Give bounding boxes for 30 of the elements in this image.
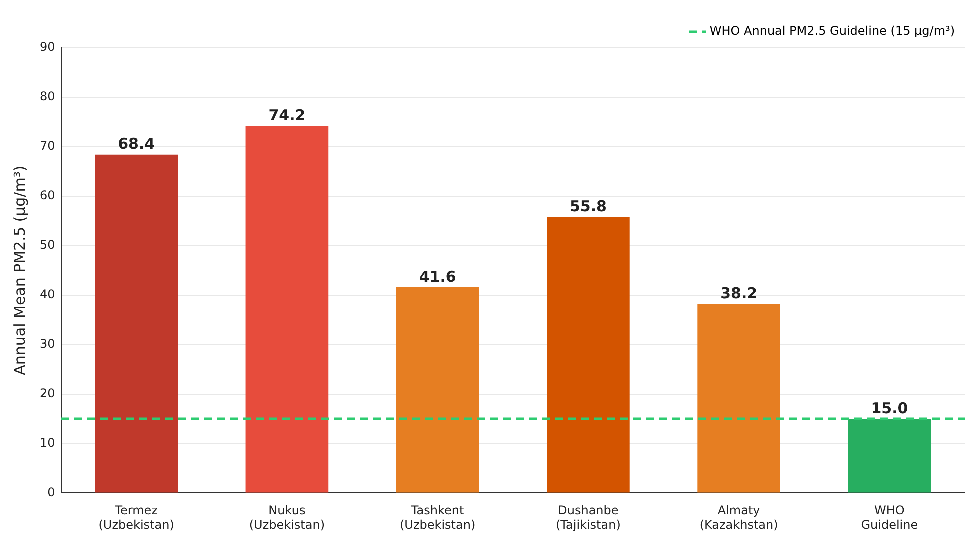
y-tick-label: 30 bbox=[40, 336, 56, 351]
data-label: 38.2 bbox=[720, 284, 758, 303]
x-tick-label: Nukus (Uzbekistan) bbox=[249, 504, 326, 532]
x-tick-label: Dushanbe (Tajikistan) bbox=[556, 504, 621, 532]
y-tick-label: 20 bbox=[40, 386, 56, 400]
x-tick-label: Tashkent (Uzbekistan) bbox=[400, 504, 476, 532]
bar bbox=[246, 126, 329, 493]
x-tick-label: Termez (Uzbekistan) bbox=[98, 504, 174, 532]
data-label: 15.0 bbox=[871, 399, 908, 418]
y-axis-title: Annual Mean PM2.5 (µg/m³) bbox=[10, 166, 29, 376]
y-tick-label: 90 bbox=[40, 40, 56, 54]
y-tick-label: 50 bbox=[40, 238, 56, 252]
legend-label: WHO Annual PM2.5 Guideline (15 µg/m³) bbox=[710, 24, 956, 38]
data-label: 41.6 bbox=[419, 268, 456, 286]
y-tick-label: 70 bbox=[40, 139, 56, 154]
y-tick-label: 0 bbox=[48, 485, 56, 500]
y-tick-label: 40 bbox=[40, 287, 56, 302]
bar bbox=[95, 154, 178, 493]
y-tick-label: 10 bbox=[40, 436, 56, 450]
y-tick-label: 80 bbox=[40, 90, 56, 104]
x-tick-label: WHO Guideline bbox=[861, 504, 918, 532]
bar bbox=[396, 287, 480, 493]
data-label: 74.2 bbox=[268, 106, 306, 125]
y-tick-label: 60 bbox=[40, 188, 56, 203]
x-tick-label: Almaty (Kazakhstan) bbox=[700, 504, 778, 532]
bar bbox=[698, 304, 780, 493]
bar bbox=[848, 419, 932, 493]
data-label: 55.8 bbox=[570, 198, 607, 216]
data-label: 68.4 bbox=[118, 135, 156, 154]
bar bbox=[547, 217, 630, 493]
